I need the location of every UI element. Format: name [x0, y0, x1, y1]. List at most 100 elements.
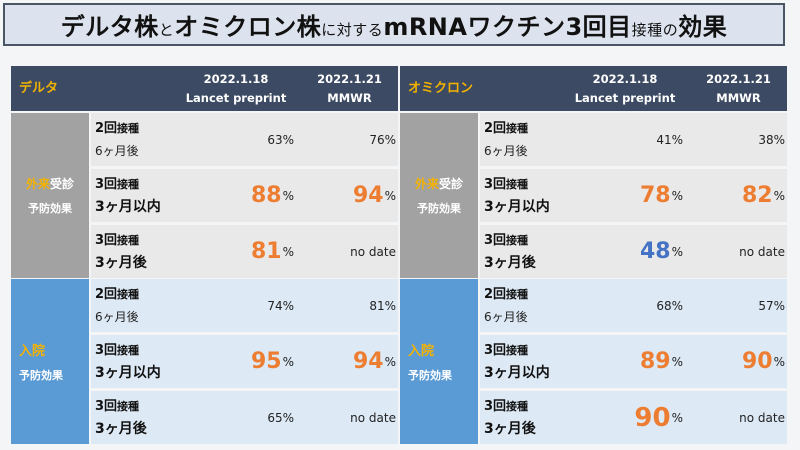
- column-source: Lancet preprint: [574, 91, 676, 105]
- dose-unit: 接種: [117, 399, 140, 413]
- dose-cell: 2回接種 6ヶ月後: [91, 279, 214, 332]
- highlight-value: 78: [639, 183, 671, 208]
- dose-count: 3回: [95, 342, 118, 358]
- percent-sign: %: [671, 410, 683, 425]
- value-cell: 95%: [216, 335, 294, 388]
- value: 76%: [369, 132, 396, 147]
- outpatient-label-a: 外来: [414, 177, 439, 191]
- dose-count: 3回: [95, 398, 118, 414]
- highlight-value: 81: [250, 239, 282, 264]
- dose-count: 2回: [484, 120, 507, 136]
- value-cell: 81%: [296, 279, 396, 332]
- outpatient-label: 外来受診 予防効果: [11, 113, 89, 278]
- dose-cell: 3回接種 3ヶ月以内: [91, 169, 214, 222]
- percent-sign: %: [671, 244, 683, 259]
- mmwr-column-header: 2022.1.21 MMWR: [301, 66, 398, 111]
- prevention-label: 予防効果: [417, 202, 461, 215]
- outpatient-label-b: 受診: [439, 177, 464, 191]
- title-omicron: オミクロン株: [174, 13, 322, 41]
- value: 68%: [656, 298, 683, 313]
- dose-count: 2回: [484, 286, 507, 302]
- dose-period: 6ヶ月後: [484, 309, 528, 324]
- variant-name: オミクロン: [408, 81, 474, 96]
- value-cell: 57%: [685, 279, 785, 332]
- value-cell: 76%: [296, 113, 396, 166]
- dose-period: 3ヶ月以内: [95, 198, 161, 215]
- table-row: 3回接種 3ヶ月以内 89% 90%: [480, 335, 787, 388]
- variant-name: デルタ: [19, 81, 59, 96]
- table-row: 3回接種 3ヶ月後 81% no date: [91, 225, 398, 278]
- table-row: 3回接種 3ヶ月以内 78% 82%: [480, 169, 787, 222]
- dose-cell: 2回接種 6ヶ月後: [91, 113, 214, 166]
- dose-unit: 接種: [117, 343, 140, 357]
- value-cell: no date: [685, 391, 785, 444]
- value-cell: 65%: [216, 391, 294, 444]
- percent-sign: %: [282, 244, 294, 259]
- column-date: 2022.1.21: [706, 72, 771, 86]
- lancet-column-header: 2022.1.18 Lancet preprint: [560, 66, 690, 111]
- dose-period: 3ヶ月後: [95, 254, 147, 271]
- highlight-value: 82: [741, 183, 773, 208]
- outpatient-group: 外来受診 予防効果 2回接種 6ヶ月後 63% 76% 3回接種 3ヶ月以内 8…: [11, 113, 398, 278]
- percent-sign: %: [384, 188, 396, 203]
- title-dose: 接種: [631, 21, 663, 39]
- prevention-label: 予防効果: [28, 202, 72, 215]
- highlight-value: 89: [639, 349, 671, 374]
- table-row: 2回接種 6ヶ月後 74% 81%: [91, 279, 398, 332]
- dose-unit: 接種: [117, 121, 140, 135]
- value-cell: 74%: [216, 279, 294, 332]
- outpatient-label-b: 受診: [50, 177, 75, 191]
- percent-sign: %: [773, 188, 785, 203]
- dose-cell: 3回接種 3ヶ月後: [91, 391, 214, 444]
- value-cell: 88%: [216, 169, 294, 222]
- highlight-value: 90: [634, 402, 671, 433]
- value: 65%: [267, 410, 294, 425]
- mmwr-column-header: 2022.1.21 MMWR: [690, 66, 787, 111]
- value-cell: 89%: [605, 335, 683, 388]
- hospital-label-title: 入院: [19, 344, 46, 359]
- value-cell: 41%: [605, 113, 683, 166]
- hospital-group: 入院 予防効果 2回接種 6ヶ月後 74% 81% 3回接種 3ヶ月以内 95%…: [11, 279, 398, 444]
- delta-panel: デルタ 2022.1.18 Lancet preprint 2022.1.21 …: [11, 66, 398, 444]
- percent-sign: %: [282, 188, 294, 203]
- dose-period: 3ヶ月以内: [484, 198, 550, 215]
- dose-unit: 接種: [117, 233, 140, 247]
- value-cell: 90%: [605, 391, 683, 444]
- value-cell: 82%: [685, 169, 785, 222]
- dose-cell: 3回接種 3ヶ月以内: [480, 169, 603, 222]
- value-cell: 94%: [296, 335, 396, 388]
- dose-unit: 接種: [506, 343, 529, 357]
- highlight-value-blue: 48: [639, 239, 671, 264]
- outpatient-label: 外来受診 予防効果: [400, 113, 478, 278]
- hospital-label: 入院 予防効果: [11, 279, 89, 444]
- title-connector: の: [662, 21, 679, 39]
- dose-cell: 3回接種 3ヶ月後: [91, 225, 214, 278]
- value-cell: 81%: [216, 225, 294, 278]
- no-data-value: no date: [350, 244, 396, 259]
- value-cell: 68%: [605, 279, 683, 332]
- title-effect: 効果: [678, 13, 728, 41]
- title-vaccine: mRNAワクチン3回目: [383, 13, 632, 41]
- highlight-value: 88: [250, 183, 282, 208]
- highlight-value: 94: [352, 183, 384, 208]
- highlight-value: 95: [250, 349, 282, 374]
- table-row: 3回接種 3ヶ月後 48% no date: [480, 225, 787, 278]
- dose-unit: 接種: [506, 121, 529, 135]
- dose-period: 3ヶ月後: [484, 420, 536, 437]
- dose-period: 3ヶ月以内: [484, 364, 550, 381]
- hospital-label: 入院 予防効果: [400, 279, 478, 444]
- title-banner: デルタ株とオミクロン株に対するmRNAワクチン3回目接種の効果: [3, 3, 785, 46]
- table-row: 2回接種 6ヶ月後 68% 57%: [480, 279, 787, 332]
- dose-period: 6ヶ月後: [95, 143, 139, 158]
- dose-count: 3回: [484, 398, 507, 414]
- dose-count: 2回: [95, 120, 118, 136]
- dose-count: 3回: [484, 342, 507, 358]
- value-cell: no date: [296, 391, 396, 444]
- percent-sign: %: [384, 354, 396, 369]
- dose-count: 3回: [95, 176, 118, 192]
- value: 57%: [758, 298, 785, 313]
- column-source: MMWR: [716, 91, 761, 105]
- dose-count: 3回: [95, 232, 118, 248]
- panel-header: オミクロン 2022.1.18 Lancet preprint 2022.1.2…: [400, 66, 787, 111]
- dose-count: 3回: [484, 176, 507, 192]
